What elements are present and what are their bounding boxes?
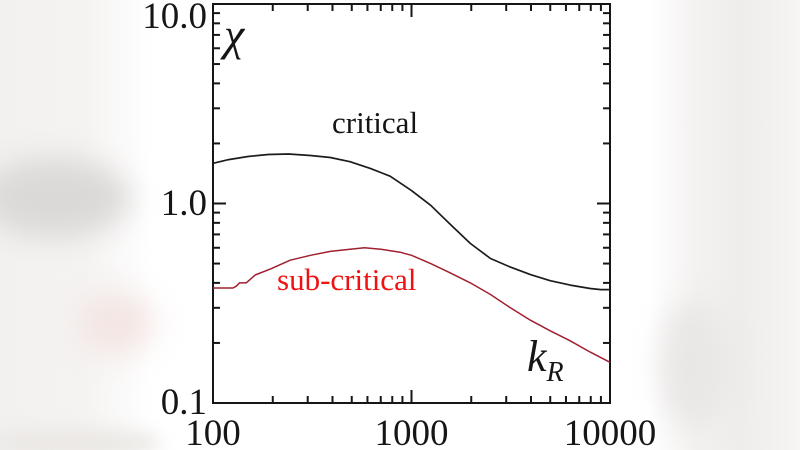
x-axis-symbol-k: k: [527, 332, 547, 381]
x-tick-label-10000: 10000: [563, 413, 657, 450]
sub-critical-curve: [213, 247, 611, 363]
background-blob-bottom: [0, 430, 160, 450]
data-curves: [212, 153, 611, 363]
background-blur-left: [0, 0, 160, 450]
critical-curve: [212, 153, 610, 291]
y-tick-label-1.0: 1.0: [160, 182, 207, 224]
y-axis-symbol-chi: χ: [224, 9, 245, 60]
background-blob-pink: [78, 292, 153, 354]
y-tick-label-0.1: 0.1: [160, 382, 207, 423]
background-blob-right-gray: [660, 300, 730, 430]
x-tick-label-1000: 1000: [374, 413, 449, 450]
subcritical-curve-label: sub-critical: [277, 262, 417, 297]
axis-ticks: [212, 3, 611, 404]
x-axis-symbol-kR: kR: [527, 332, 564, 389]
background-blob-gray: [0, 158, 130, 238]
x-tick-label-100: 100: [185, 413, 241, 450]
critical-curve-label: critical: [332, 105, 419, 140]
background-blur-right: [650, 0, 800, 450]
x-axis-symbol-sub-R: R: [546, 357, 564, 388]
y-tick-label-10.0: 10.0: [142, 0, 207, 37]
